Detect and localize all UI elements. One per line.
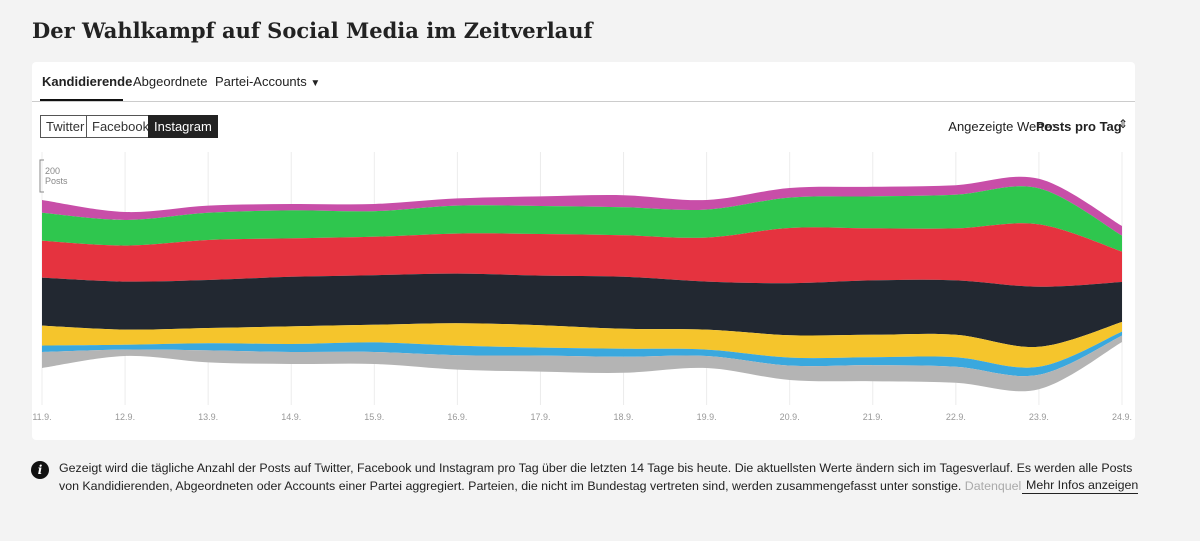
dropdown-arrow: ▼ bbox=[310, 78, 321, 89]
divider bbox=[32, 101, 1135, 102]
x-tick-label: 18.9. bbox=[614, 412, 634, 422]
stream-area bbox=[42, 273, 1122, 348]
x-tick-label: 12.9. bbox=[115, 412, 135, 422]
note: Gezeigt wird die tägliche Anzahl der Pos… bbox=[59, 459, 1137, 495]
x-tick-label: 23.9. bbox=[1029, 412, 1049, 422]
x-tick-label: 14.9. bbox=[281, 412, 301, 422]
tab-label: Partei-Accounts bbox=[215, 74, 307, 89]
stream-area bbox=[42, 331, 1122, 377]
x-tick-label: 22.9. bbox=[946, 412, 966, 422]
tab[interactable]: Kandidierende bbox=[42, 74, 133, 89]
platform-button[interactable]: Facebook bbox=[86, 115, 156, 138]
note-text: Gezeigt wird die tägliche Anzahl der Pos… bbox=[59, 461, 1133, 493]
select-arrows: ⇕ bbox=[1118, 117, 1129, 131]
more-link[interactable]: Mehr Infos anzeigen bbox=[1022, 477, 1139, 494]
tab[interactable]: Abgeordnete bbox=[133, 74, 208, 89]
metric-label: Angezeigte Werte: bbox=[948, 119, 1055, 134]
title: Der Wahlkampf auf Social Media im Zeitve… bbox=[32, 18, 593, 43]
x-tick-label: 19.9. bbox=[697, 412, 717, 422]
stream-area bbox=[42, 176, 1122, 236]
scale-unit: Posts bbox=[45, 176, 68, 186]
stream-area bbox=[42, 186, 1122, 252]
scale-value: 200 bbox=[45, 166, 60, 176]
scale-bar bbox=[39, 159, 44, 193]
x-tick-label: 15.9. bbox=[364, 412, 384, 422]
stream-area bbox=[42, 322, 1122, 368]
x-tick-label: 24.9. bbox=[1112, 412, 1132, 422]
x-tick-label: 11.9. bbox=[32, 412, 51, 422]
x-tick-label: 13.9. bbox=[198, 412, 218, 422]
x-tick-label: 21.9. bbox=[863, 412, 883, 422]
platform-button[interactable]: Twitter bbox=[40, 115, 91, 138]
x-tick-label: 20.9. bbox=[780, 412, 800, 422]
tab-underline bbox=[40, 99, 123, 101]
info-icon: i bbox=[31, 461, 49, 479]
x-tick-label: 17.9. bbox=[530, 412, 550, 422]
x-tick-label: 16.9. bbox=[447, 412, 467, 422]
tab[interactable]: Partei-Accounts ▼ bbox=[215, 74, 320, 89]
stream-area bbox=[42, 223, 1122, 287]
platform-button[interactable]: Instagram bbox=[148, 115, 218, 138]
metric-select[interactable]: Posts pro Tag bbox=[1036, 119, 1122, 134]
stream-area bbox=[42, 335, 1122, 392]
